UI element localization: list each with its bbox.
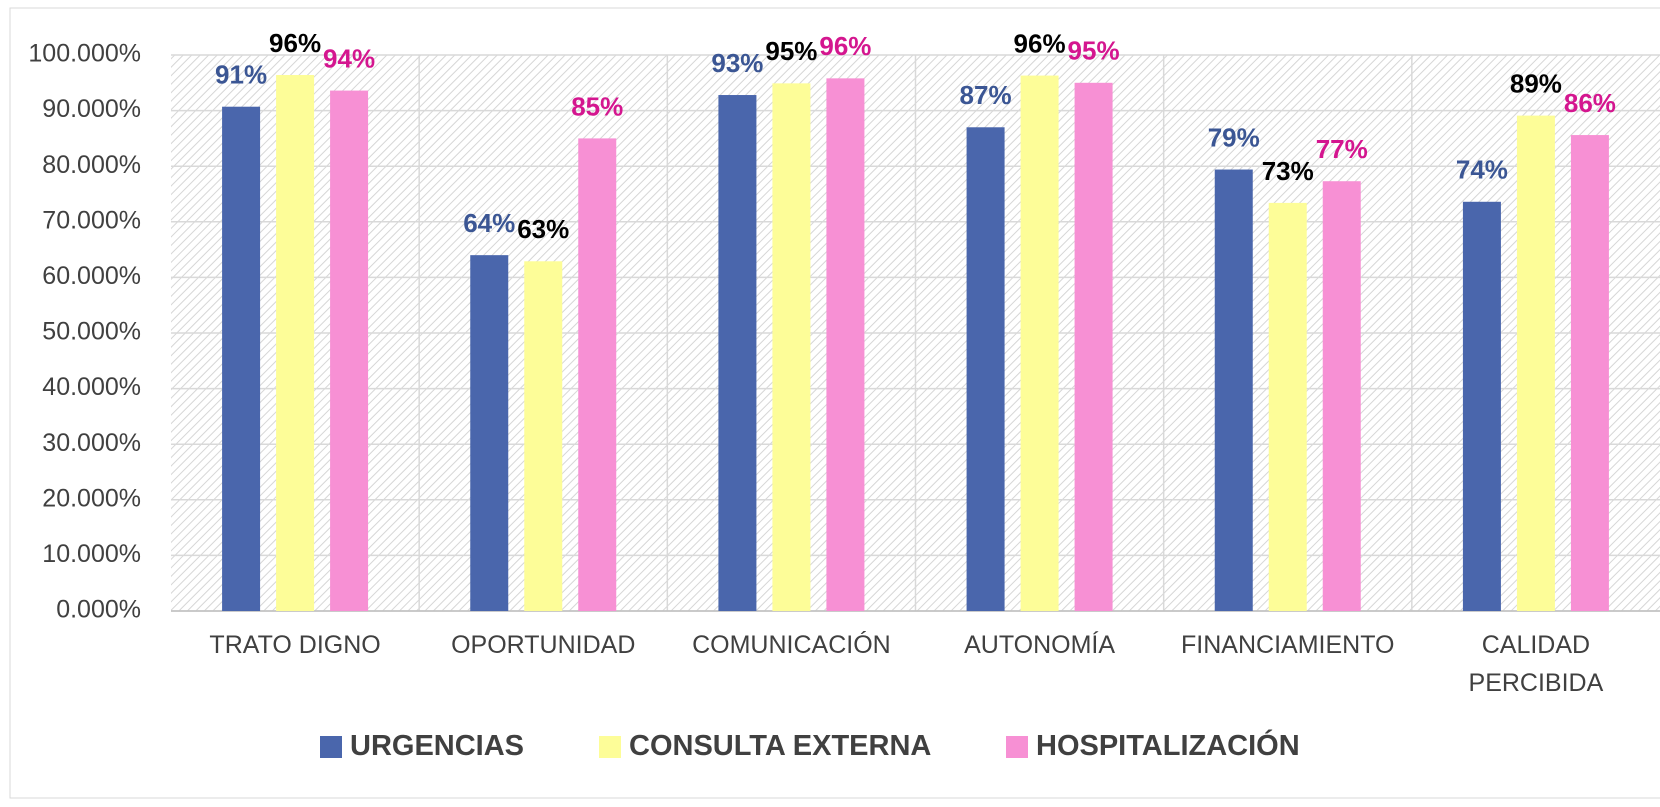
bar bbox=[578, 138, 617, 611]
y-tick-label: 80.000% bbox=[42, 151, 141, 179]
bar bbox=[330, 90, 369, 612]
bar bbox=[222, 106, 261, 611]
bar bbox=[772, 83, 811, 611]
y-tick-label: 20.000% bbox=[42, 484, 141, 512]
x-tick-label: COMUNICACIÓN bbox=[692, 631, 891, 659]
data-label: 85% bbox=[571, 91, 623, 121]
bar bbox=[1020, 75, 1059, 611]
bar bbox=[1268, 202, 1307, 611]
data-label: 96% bbox=[819, 31, 871, 61]
x-tick-label: TRATO DIGNO bbox=[209, 631, 381, 659]
data-label: 86% bbox=[1564, 88, 1616, 118]
y-tick-label: 100.000% bbox=[28, 40, 141, 68]
legend-label: URGENCIAS bbox=[350, 730, 525, 762]
bar bbox=[470, 255, 509, 611]
data-label: 63% bbox=[517, 214, 569, 244]
x-tick-label: OPORTUNIDAD bbox=[451, 631, 636, 659]
bar bbox=[718, 95, 757, 612]
y-tick-label: 30.000% bbox=[42, 429, 141, 457]
legend-swatch bbox=[320, 735, 342, 758]
legend-label: CONSULTA EXTERNA bbox=[629, 730, 932, 762]
legend-swatch bbox=[1006, 735, 1028, 758]
data-label: 91% bbox=[215, 60, 267, 90]
y-tick-label: 60.000% bbox=[42, 262, 141, 290]
bar bbox=[524, 261, 563, 611]
y-tick-label: 70.000% bbox=[42, 206, 141, 234]
x-tick-label: CALIDAD PERCIBIDA bbox=[1468, 631, 1604, 697]
data-label: 89% bbox=[1510, 68, 1562, 98]
bar bbox=[1570, 135, 1609, 611]
data-label: 74% bbox=[1456, 155, 1508, 185]
data-label: 73% bbox=[1262, 156, 1314, 186]
legend-swatch bbox=[599, 735, 621, 758]
y-tick-label: 10.000% bbox=[42, 540, 141, 568]
legend-item: CONSULTA EXTERNA bbox=[599, 730, 931, 763]
data-label: 79% bbox=[1208, 122, 1260, 152]
y-tick-label: 90.000% bbox=[42, 95, 141, 123]
data-label: 96% bbox=[269, 28, 321, 58]
x-tick-label: FINANCIAMIENTO bbox=[1181, 631, 1395, 659]
data-label: 95% bbox=[1068, 36, 1120, 66]
data-label: 93% bbox=[711, 48, 763, 78]
bar bbox=[1214, 169, 1253, 611]
bar bbox=[1462, 201, 1501, 611]
legend-item: URGENCIAS bbox=[320, 730, 524, 763]
bar bbox=[826, 78, 865, 612]
bar bbox=[276, 75, 315, 612]
bar bbox=[1074, 82, 1113, 612]
x-tick-label: AUTONOMÍA bbox=[964, 631, 1116, 659]
data-label: 95% bbox=[765, 36, 817, 66]
legend-label: HOSPITALIZACIÓN bbox=[1036, 730, 1300, 762]
y-tick-label: 50.000% bbox=[42, 318, 141, 346]
chart-border bbox=[9, 7, 1660, 799]
data-label: 94% bbox=[323, 43, 375, 73]
data-label: 96% bbox=[1014, 28, 1066, 58]
data-label: 77% bbox=[1316, 134, 1368, 164]
data-label: 64% bbox=[463, 208, 515, 238]
y-tick-label: 0.000% bbox=[56, 596, 141, 624]
bar bbox=[966, 127, 1005, 611]
bar bbox=[1516, 115, 1555, 611]
y-tick-label: 40.000% bbox=[42, 373, 141, 401]
data-label: 87% bbox=[960, 80, 1012, 110]
bar bbox=[1322, 181, 1361, 611]
legend-item: HOSPITALIZACIÓN bbox=[1006, 730, 1300, 763]
